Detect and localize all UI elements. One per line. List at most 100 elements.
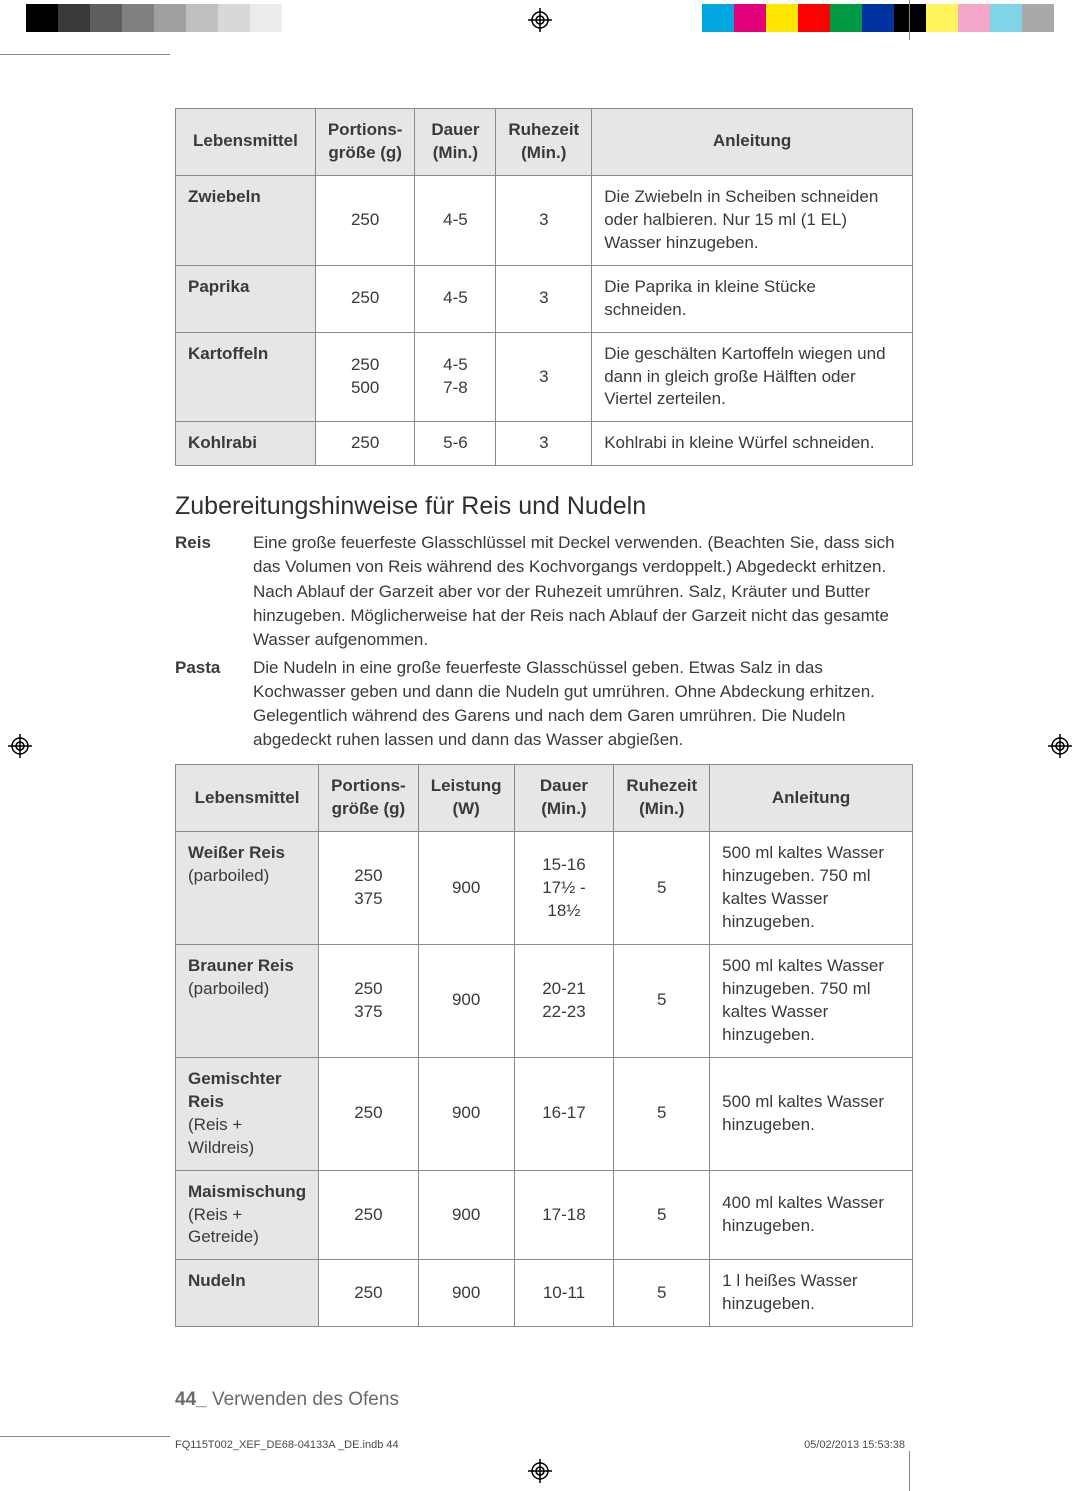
table-cell: 3 — [496, 175, 592, 265]
table-cell: 250 — [315, 265, 415, 332]
table-cell: Die Paprika in kleine Stücke schneiden. — [592, 265, 913, 332]
crop-mark — [909, 1451, 910, 1491]
registration-mark-icon — [528, 8, 552, 32]
table-cell: Gemischter Reis(Reis + Wildreis) — [176, 1057, 319, 1170]
table-cell: 5 — [614, 1170, 710, 1260]
print-meta-filename: FQ115T002_XEF_DE68-04133A _DE.indb 44 — [175, 1439, 399, 1451]
color-swatch — [1022, 4, 1054, 32]
table-row: Kartoffeln2505004-57-83Die geschälten Ka… — [176, 332, 913, 422]
table-row: Gemischter Reis(Reis + Wildreis)25090016… — [176, 1057, 913, 1170]
table-cell: 900 — [418, 1170, 514, 1260]
table-header: Portions-größe (g) — [315, 109, 415, 176]
color-swatch — [734, 4, 766, 32]
table-header: Anleitung — [710, 765, 913, 832]
table-cell: Zwiebeln — [176, 175, 316, 265]
table-cell: 3 — [496, 332, 592, 422]
color-swatch — [702, 4, 734, 32]
table-cell: 3 — [496, 265, 592, 332]
color-swatch — [218, 4, 250, 32]
table-cell: 16-17 — [514, 1057, 614, 1170]
color-swatch — [282, 4, 314, 32]
color-swatch — [894, 4, 926, 32]
table-header: Anleitung — [592, 109, 913, 176]
table-cell: 4-5 — [415, 265, 496, 332]
table-cell: Kohlrabi in kleine Würfel schneiden. — [592, 422, 913, 466]
section-heading: Zubereitungshinweise für Reis und Nudeln — [175, 492, 913, 521]
table-row: Weißer Reis(parboiled)25037590015-1617½ … — [176, 832, 913, 945]
table-cell: Paprika — [176, 265, 316, 332]
table-cell: 5 — [614, 945, 710, 1058]
table-header: Lebensmittel — [176, 765, 319, 832]
table-cell: 250 — [315, 422, 415, 466]
table-row: Maismischung(Reis + Getreide)25090017-18… — [176, 1170, 913, 1260]
table-row: Nudeln25090010-1151 l heißes Wasser hinz… — [176, 1260, 913, 1327]
table-cell: Brauner Reis(parboiled) — [176, 945, 319, 1058]
table-cell: 15-1617½ - 18½ — [514, 832, 614, 945]
rice-pasta-cooking-table: LebensmittelPortions-größe (g)Leistung (… — [175, 764, 913, 1327]
color-swatch — [958, 4, 990, 32]
table-cell: 250 — [319, 1057, 419, 1170]
table-cell: 3 — [496, 422, 592, 466]
table-cell: 500 ml kaltes Wasser hinzugeben. 750 ml … — [710, 945, 913, 1058]
table-cell: 250 — [319, 1170, 419, 1260]
color-swatch — [186, 4, 218, 32]
color-swatch — [58, 4, 90, 32]
table-header: Ruhezeit (Min.) — [614, 765, 710, 832]
table-header: Leistung (W) — [418, 765, 514, 832]
table-cell: 17-18 — [514, 1170, 614, 1260]
crop-mark — [909, 0, 910, 40]
table-cell: 20-2122-23 — [514, 945, 614, 1058]
print-meta-timestamp: 05/02/2013 15:53:38 — [804, 1439, 905, 1451]
table-header: Dauer (Min.) — [514, 765, 614, 832]
table-cell: 4-57-8 — [415, 332, 496, 422]
table-cell: 500 ml kaltes Wasser hinzugeben. — [710, 1057, 913, 1170]
registration-mark-icon — [1048, 734, 1072, 758]
registration-mark-icon — [8, 734, 32, 758]
color-swatch — [862, 4, 894, 32]
pasta-label: Pasta — [175, 656, 253, 753]
table-cell: 4-5 — [415, 175, 496, 265]
table-cell: 400 ml kaltes Wasser hinzugeben. — [710, 1170, 913, 1260]
table-cell: 250500 — [315, 332, 415, 422]
table-header: Lebensmittel — [176, 109, 316, 176]
table-cell: Kohlrabi — [176, 422, 316, 466]
table-cell: Die Zwiebeln in Scheiben schneiden oder … — [592, 175, 913, 265]
pasta-text: Die Nudeln in eine große feuerfeste Glas… — [253, 656, 913, 753]
printer-color-bar-right — [702, 4, 1054, 32]
color-swatch — [122, 4, 154, 32]
table-cell: Weißer Reis(parboiled) — [176, 832, 319, 945]
page-footer: 44_ Verwenden des Ofens — [175, 1389, 399, 1411]
color-swatch — [26, 4, 58, 32]
table-cell: 250 — [319, 1260, 419, 1327]
table-row: Brauner Reis(parboiled)25037590020-2122-… — [176, 945, 913, 1058]
table-header: Portions-größe (g) — [319, 765, 419, 832]
color-swatch — [926, 4, 958, 32]
color-swatch — [798, 4, 830, 32]
table-cell: 900 — [418, 1260, 514, 1327]
table-row: Kohlrabi2505-63Kohlrabi in kleine Würfel… — [176, 422, 913, 466]
table-cell: 250 — [315, 175, 415, 265]
color-swatch — [830, 4, 862, 32]
vegetable-cooking-table: LebensmittelPortions-größe (g)Dauer (Min… — [175, 108, 913, 466]
table-cell: Nudeln — [176, 1260, 319, 1327]
table-cell: 900 — [418, 1057, 514, 1170]
table-cell: 900 — [418, 945, 514, 1058]
table-header: Ruhezeit (Min.) — [496, 109, 592, 176]
page: LebensmittelPortions-größe (g)Dauer (Min… — [0, 0, 1080, 1491]
reis-label: Reis — [175, 531, 253, 652]
printer-color-bar-left — [26, 4, 314, 32]
table-cell: Kartoffeln — [176, 332, 316, 422]
color-swatch — [154, 4, 186, 32]
table-row: Zwiebeln2504-53Die Zwiebeln in Scheiben … — [176, 175, 913, 265]
color-swatch — [990, 4, 1022, 32]
table-cell: Maismischung(Reis + Getreide) — [176, 1170, 319, 1260]
table-cell: 250375 — [319, 832, 419, 945]
color-swatch — [90, 4, 122, 32]
page-number: 44_ — [175, 1389, 207, 1410]
registration-mark-icon — [528, 1459, 552, 1483]
table-cell: 250375 — [319, 945, 419, 1058]
table-cell: Die geschälten Kartoffeln wiegen und dan… — [592, 332, 913, 422]
crop-mark — [0, 1436, 170, 1437]
table-cell: 5 — [614, 832, 710, 945]
table-cell: 500 ml kaltes Wasser hinzugeben. 750 ml … — [710, 832, 913, 945]
